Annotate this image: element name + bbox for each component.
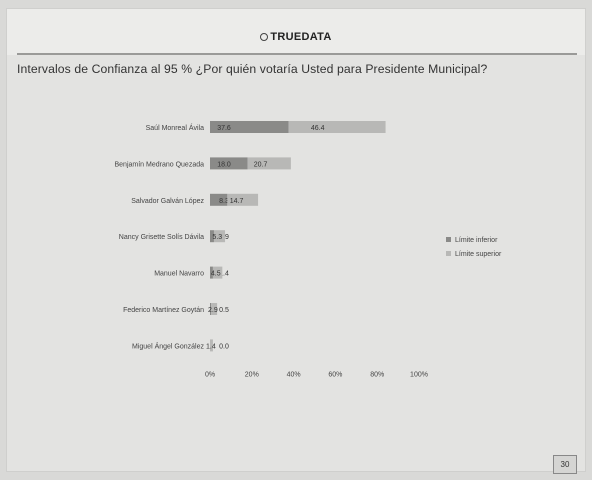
category-label: Nancy Grisette Solís Dávila xyxy=(119,234,204,241)
data-label: 20.7 xyxy=(254,161,268,168)
x-tick-label: 20% xyxy=(245,371,259,378)
bar-segment xyxy=(210,193,228,206)
logo-text: TRUEDATA xyxy=(270,31,332,43)
bar-segment xyxy=(210,339,213,352)
truedata-logo: TRUEDATA xyxy=(7,31,585,43)
data-label: 37.6 xyxy=(217,125,231,132)
data-label: 5.3 xyxy=(212,234,222,241)
x-tick-label: 40% xyxy=(287,371,301,378)
legend-label: Límite inferior xyxy=(455,237,498,244)
x-tick-label: 0% xyxy=(205,371,215,378)
data-label: 8.3 xyxy=(219,198,229,205)
data-label: 18.0 xyxy=(217,161,231,168)
legend-swatch xyxy=(446,237,451,242)
bar-segment xyxy=(210,230,214,243)
category-label: Miguel Ángel González xyxy=(132,341,204,350)
bar-segment xyxy=(288,121,386,133)
page-number: 30 xyxy=(553,455,577,474)
category-label: Saúl Monreal Ávila xyxy=(146,123,204,132)
header-rule xyxy=(17,53,577,55)
x-tick-label: 60% xyxy=(328,371,342,378)
bar-segment xyxy=(211,303,218,315)
category-label: Salvador Galván López xyxy=(131,198,204,205)
bar-segment xyxy=(210,266,213,279)
chart-title: Intervalos de Confianza al 95 % ¿Por qui… xyxy=(17,62,488,76)
bar-segment xyxy=(213,230,226,243)
bar-segment xyxy=(210,303,212,315)
data-label: 46.4 xyxy=(311,125,325,132)
bar-segment xyxy=(212,266,223,279)
data-label: 0.5 xyxy=(219,307,229,314)
category-label: Benjamín Medrano Quezada xyxy=(115,161,205,168)
data-label: 2.9 xyxy=(208,307,218,314)
data-label: 0.0 xyxy=(219,343,229,350)
category-label: Manuel Navarro xyxy=(154,271,204,278)
bar-segment xyxy=(227,193,259,206)
data-label: 1.4 xyxy=(219,271,229,278)
data-label: 14.7 xyxy=(230,198,244,205)
logo-mark-icon xyxy=(260,33,269,41)
slide: TRUEDATA Intervalos de Confianza al 95 %… xyxy=(6,8,586,472)
data-label: 1.4 xyxy=(206,343,216,350)
bar-segment xyxy=(210,121,289,133)
x-tick-label: 80% xyxy=(370,371,384,378)
legend-swatch xyxy=(446,251,451,256)
x-tick-label: 100% xyxy=(410,371,428,378)
bar-segment xyxy=(210,157,248,170)
bar-segment xyxy=(247,157,291,170)
data-label: 4.5 xyxy=(211,271,221,278)
category-label: Federico Martínez Goytán xyxy=(123,307,204,314)
legend-label: Límite superior xyxy=(455,251,502,258)
slide-header: TRUEDATA xyxy=(7,9,585,55)
